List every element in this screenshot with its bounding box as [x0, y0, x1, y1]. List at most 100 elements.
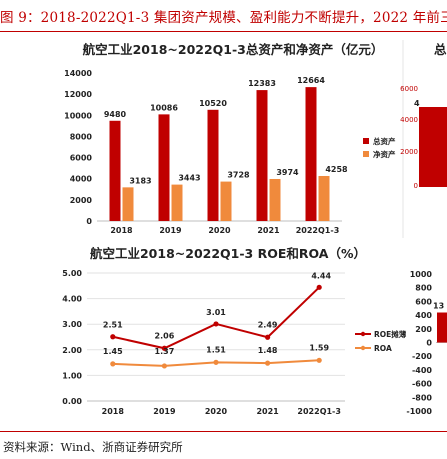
- data-label: 4258: [325, 165, 348, 174]
- roe-point: [213, 321, 219, 327]
- partial-chart: 总6000400020000410008006004002000-200-400…: [400, 40, 447, 416]
- roa-point: [213, 359, 219, 365]
- total-assets-bar: [256, 90, 268, 222]
- partial-top-tick: 4000: [400, 116, 418, 124]
- roe-point: [110, 334, 116, 340]
- y-tick-label: 4000: [70, 175, 93, 184]
- legend-label: 总资产: [373, 136, 396, 146]
- partial-top-tick: 2000: [400, 148, 418, 156]
- partial-top-tick: 6000: [400, 85, 418, 93]
- data-label: 12383: [248, 79, 276, 88]
- partial-bar: [419, 107, 447, 187]
- x-tick-label: 2020: [205, 407, 228, 416]
- data-label: 2.06: [155, 331, 175, 340]
- title-rule: [0, 31, 447, 32]
- return-chart: 航空工业2018~2022Q1-3 ROE和ROA（%） 0.00 1.00 2.00…: [62, 246, 407, 416]
- partial-y-tick-label: -200: [412, 352, 432, 361]
- y-tick-label: 0.00: [62, 397, 82, 406]
- x-tick-label: 2022Q1-3: [297, 407, 341, 416]
- y-tick-label: 1.00: [62, 371, 82, 380]
- legend-roe-marker: [360, 331, 366, 337]
- chart-title: 航空工业2018~2022Q1-3总资产和净资产（亿元）: [83, 42, 384, 57]
- partial-y-tick-label: 200: [415, 325, 432, 334]
- x-tick-label: 2018: [110, 226, 133, 235]
- legend-label: 净资产: [373, 149, 396, 159]
- net-assets-bar: [122, 187, 134, 221]
- partial-chart-title: 总: [434, 42, 447, 57]
- total-assets-bar: [109, 120, 121, 221]
- roe-point: [161, 345, 167, 351]
- y-tick-label: 3.00: [62, 320, 82, 329]
- partial-y-tick-label: -400: [412, 366, 432, 375]
- partial-data-label: 4: [414, 99, 420, 108]
- y-tick-label: 2000: [70, 196, 93, 205]
- data-label: 10086: [150, 103, 178, 112]
- data-label: 1.48: [258, 346, 278, 355]
- total-assets-bar: [207, 109, 219, 221]
- partial-top-tick: 0: [414, 182, 418, 190]
- legend-label: ROA: [374, 344, 392, 353]
- legend-label: ROE摊薄: [374, 329, 407, 339]
- net-assets-bar: [318, 175, 330, 221]
- data-label: 2.49: [258, 320, 278, 329]
- figure-title: 图 9：2018-2022Q1-3 集团资产规模、盈利能力不断提升，2022 年…: [0, 10, 447, 26]
- y-tick-label: 0: [86, 217, 92, 226]
- partial-y-tick-label: 800: [415, 284, 432, 293]
- y-tick-label: 6000: [70, 154, 93, 163]
- x-tick-label: 2021: [257, 226, 280, 235]
- partial-data-label: 13: [433, 302, 444, 311]
- x-tick-label: 2019: [153, 407, 176, 416]
- roe-point: [265, 334, 271, 340]
- y-tick-label: 10000: [64, 111, 92, 120]
- x-tick-label: 2022Q1-3: [296, 226, 340, 235]
- x-tick-label: 2018: [102, 407, 125, 416]
- data-label: 3183: [129, 176, 151, 185]
- roa-point: [316, 357, 322, 363]
- partial-y-tick-label: -600: [412, 380, 432, 389]
- legend-total-assets-swatch: [363, 138, 369, 144]
- data-label: 1.45: [103, 347, 123, 356]
- chart-title: 航空工业2018~2022Q1-3 ROE和ROA（%）: [90, 246, 366, 261]
- data-label: 3.01: [206, 308, 226, 317]
- partial-bar: [437, 312, 447, 343]
- partial-y-tick-label: -800: [412, 393, 432, 402]
- data-label: 1.59: [309, 343, 329, 352]
- net-assets-bar: [171, 184, 183, 221]
- y-tick-label: 4.00: [62, 295, 82, 304]
- data-label: 2.51: [103, 321, 123, 330]
- x-tick-label: 2019: [159, 226, 182, 235]
- roe-point: [316, 284, 322, 290]
- roa-point: [161, 363, 167, 369]
- partial-y-tick-label: -1000: [406, 407, 432, 416]
- y-tick-label: 14000: [64, 69, 92, 78]
- data-label: 3728: [227, 171, 250, 180]
- data-label: 10520: [199, 99, 227, 108]
- y-tick-label: 8000: [70, 132, 93, 141]
- partial-y-tick-label: 600: [415, 297, 432, 306]
- partial-y-tick-label: 1000: [410, 270, 433, 279]
- asset-chart: 航空工业2018~2022Q1-3总资产和净资产（亿元） 0 2000 4000 600…: [64, 42, 396, 235]
- y-tick-label: 12000: [64, 90, 92, 99]
- data-label: 9480: [104, 110, 127, 119]
- x-tick-label: 2020: [208, 226, 231, 235]
- data-label: 1.51: [206, 345, 226, 354]
- total-assets-bar: [158, 114, 170, 221]
- net-assets-bar: [269, 178, 281, 221]
- roe-line: [112, 286, 320, 350]
- x-tick-label: 2021: [256, 407, 279, 416]
- total-assets-bar: [305, 87, 317, 221]
- legend-net-assets-swatch: [363, 151, 369, 157]
- data-label: 1.37: [155, 347, 175, 356]
- roa-point: [110, 361, 116, 367]
- source-rule: [0, 431, 447, 432]
- partial-y-tick-label: 0: [426, 339, 432, 348]
- data-label: 4.44: [311, 271, 331, 280]
- data-label: 3974: [276, 168, 299, 177]
- net-assets-bar: [220, 181, 232, 221]
- roa-point: [265, 360, 271, 366]
- partial-y-tick-label: 400: [415, 311, 432, 320]
- data-label: 3443: [178, 174, 200, 183]
- legend-roa-marker: [360, 345, 366, 351]
- figure-source: 资料来源：Wind、浙商证券研究所: [3, 440, 183, 454]
